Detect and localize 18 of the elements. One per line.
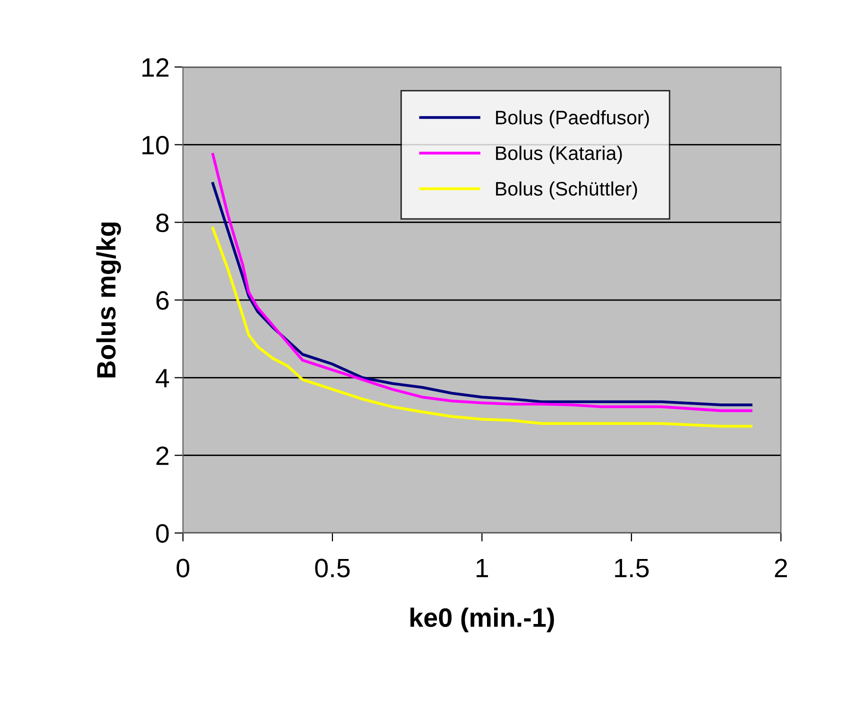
x-tick-label: 1 <box>476 558 488 578</box>
y-tick-label: 12 <box>142 58 168 77</box>
legend-label: Bolus (Schüttler) <box>496 181 638 200</box>
legend-label: Bolus (Paedfusor) <box>496 110 649 128</box>
y-tick-label: 10 <box>142 136 169 155</box>
y-tick-label: 6 <box>156 291 169 310</box>
y-tick-label: 8 <box>156 213 169 232</box>
y-tick-label: 4 <box>156 369 169 388</box>
x-tick-label: 1.5 <box>615 558 649 578</box>
y-axis-title: Bolus mg/kg <box>96 222 121 378</box>
x-axis-title: ke0 (min.-1) <box>410 608 554 632</box>
x-tick-label: 2 <box>774 558 787 578</box>
x-tick-label: 0 <box>176 558 190 578</box>
y-tick-label: 0 <box>156 524 169 543</box>
x-tick-label: 0.5 <box>315 558 350 578</box>
legend-label: Bolus (Kataria) <box>496 146 622 164</box>
y-tick-label: 2 <box>156 446 168 465</box>
line-series <box>211 226 752 428</box>
